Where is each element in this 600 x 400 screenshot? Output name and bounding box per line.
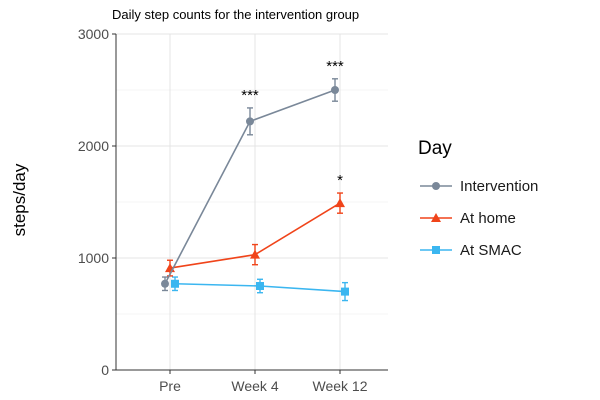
y-tick-label: 2000	[78, 138, 109, 154]
y-tick-label: 0	[101, 362, 109, 378]
data-point-intervention	[161, 279, 169, 288]
data-point-intervention	[246, 117, 254, 126]
data-point-intervention	[331, 86, 339, 94]
legend-label-at-home: At home	[460, 209, 516, 227]
legend-label-intervention: Intervention	[460, 177, 539, 195]
legend-item-at-home: At home	[418, 202, 538, 234]
data-point-at-smac	[171, 279, 179, 288]
chart-title: Daily step counts for the intervention g…	[112, 7, 360, 22]
legend-key-marker	[432, 182, 440, 190]
data-point-at-smac	[341, 287, 349, 296]
legend-key-at-smac	[420, 246, 452, 254]
legend-key-at-home	[420, 213, 452, 222]
data-point-at-smac	[256, 282, 264, 290]
legend-key-marker	[432, 246, 440, 254]
legend: Day Intervention At home At SMAC	[418, 138, 538, 266]
significance-label-intervention: ***	[326, 58, 344, 75]
legend-item-at-smac: At SMAC	[418, 234, 538, 266]
x-tick-label: Week 12	[313, 378, 368, 394]
legend-key-intervention	[420, 182, 452, 190]
data-point-at-home	[335, 198, 345, 208]
significance-label-at-home: *	[337, 172, 343, 189]
y-tick-label: 1000	[78, 250, 109, 266]
x-tick-label: Week 4	[231, 378, 278, 394]
significance-label-intervention: ***	[241, 87, 259, 104]
y-tick-label: 3000	[78, 26, 109, 42]
data-point-at-home	[250, 249, 260, 259]
legend-item-intervention: Intervention	[418, 170, 538, 202]
x-tick-label: Pre	[159, 378, 181, 394]
legend-title: Day	[418, 138, 452, 159]
legend-label-at-smac: At SMAC	[460, 241, 522, 259]
legend-key-marker	[431, 213, 441, 222]
